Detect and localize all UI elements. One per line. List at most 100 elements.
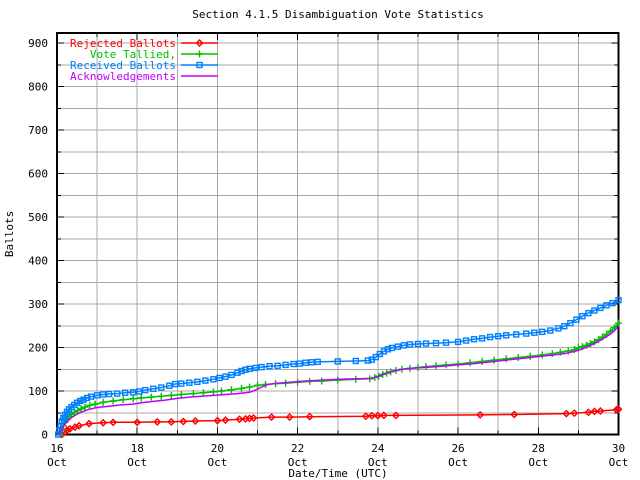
legend-label: Acknowledgements <box>70 70 176 83</box>
y-tick-label: 0 <box>41 429 48 442</box>
legend-item: Rejected Ballots <box>70 37 218 50</box>
diamond-marker <box>596 407 605 415</box>
y-tick-label: 400 <box>28 255 48 268</box>
square-marker <box>603 302 610 309</box>
diamond-marker <box>570 409 579 418</box>
plus-marker <box>526 352 534 360</box>
square-marker <box>470 336 478 343</box>
x-tick-label-month: Oct <box>207 456 227 469</box>
x-tick-label-day: 26 <box>451 442 464 455</box>
plus-marker <box>109 397 117 405</box>
plus-marker <box>237 384 245 392</box>
square-marker <box>547 327 554 334</box>
square-marker <box>246 365 253 373</box>
legend-item: Received Ballots <box>70 59 218 72</box>
square-marker <box>615 296 622 304</box>
diamond-marker <box>109 418 118 427</box>
square-marker <box>178 380 185 387</box>
plus-marker <box>99 398 107 406</box>
x-tick-label-day: 16 <box>50 442 63 455</box>
x-tick-label-month: Oct <box>127 456 147 469</box>
square-marker <box>121 389 129 396</box>
y-tick-label: 100 <box>28 385 48 398</box>
x-tick-label-month: Oct <box>47 456 67 469</box>
square-marker <box>531 329 538 336</box>
square-marker <box>573 316 580 323</box>
square-marker <box>384 346 392 353</box>
diamond-marker <box>562 409 571 418</box>
square-marker <box>432 339 440 347</box>
square-marker <box>352 357 359 365</box>
plus-marker <box>199 389 207 397</box>
diamond-marker <box>373 411 382 420</box>
x-tick-label-day: 22 <box>291 442 304 455</box>
square-marker <box>186 379 193 386</box>
plus-marker <box>157 392 165 400</box>
plus-marker <box>502 355 510 363</box>
square-marker <box>503 332 510 339</box>
square-marker <box>302 359 309 366</box>
x-tick-label-month: Oct <box>368 456 388 469</box>
square-marker <box>172 380 179 388</box>
plus-marker <box>514 354 522 362</box>
square-marker <box>539 328 546 336</box>
diamond-marker <box>191 417 200 426</box>
series-acknowledgements <box>57 325 620 435</box>
square-marker <box>93 392 101 399</box>
square-marker <box>210 376 217 383</box>
diamond-marker <box>361 412 370 421</box>
plus-marker <box>129 395 137 403</box>
diamond-marker <box>367 411 376 420</box>
plus-marker <box>91 400 99 408</box>
square-marker <box>400 342 408 349</box>
diamond-marker <box>476 410 485 419</box>
series-rejected-ballots <box>57 405 623 439</box>
plus-marker <box>81 403 89 411</box>
diamond-marker <box>267 413 276 422</box>
square-marker <box>136 388 143 395</box>
square-marker <box>99 391 107 398</box>
plus-marker <box>119 396 127 404</box>
legend-label: Received Ballots <box>70 59 176 72</box>
square-marker <box>130 389 137 396</box>
square-marker <box>406 341 414 348</box>
diamond-marker <box>510 410 519 419</box>
square-marker <box>158 384 165 391</box>
plus-marker <box>548 350 556 358</box>
x-tick-label-day: 30 <box>612 442 625 455</box>
square-marker <box>252 364 259 372</box>
diamond-marker <box>179 417 188 426</box>
square-marker <box>597 304 604 312</box>
square-marker <box>609 299 616 307</box>
y-tick-label: 900 <box>28 37 48 50</box>
square-marker <box>486 333 494 341</box>
diamond-marker <box>133 418 142 427</box>
square-marker <box>585 309 592 317</box>
square-marker <box>196 61 203 69</box>
x-tick-label-day: 20 <box>211 442 224 455</box>
x-tick-label-month: Oct <box>288 456 308 469</box>
square-marker <box>523 330 530 337</box>
legend-item: Acknowledgements <box>70 70 218 83</box>
diamond-marker <box>584 408 593 417</box>
plus-marker <box>86 401 94 409</box>
diamond-marker <box>391 411 400 420</box>
square-marker <box>591 307 598 314</box>
square-marker <box>388 344 396 352</box>
y-axis-label: Ballots <box>3 211 16 257</box>
square-marker <box>494 332 502 340</box>
plus-marker <box>442 361 450 369</box>
square-marker <box>150 385 157 393</box>
diamond-marker <box>99 418 108 427</box>
square-marker <box>228 371 235 379</box>
x-tick-label-day: 24 <box>371 442 385 455</box>
square-marker <box>442 339 450 346</box>
square-marker <box>462 337 470 344</box>
square-marker <box>73 399 81 406</box>
square-marker <box>113 390 121 397</box>
square-marker <box>258 363 265 371</box>
diamond-marker <box>221 416 230 425</box>
square-marker <box>314 358 321 366</box>
